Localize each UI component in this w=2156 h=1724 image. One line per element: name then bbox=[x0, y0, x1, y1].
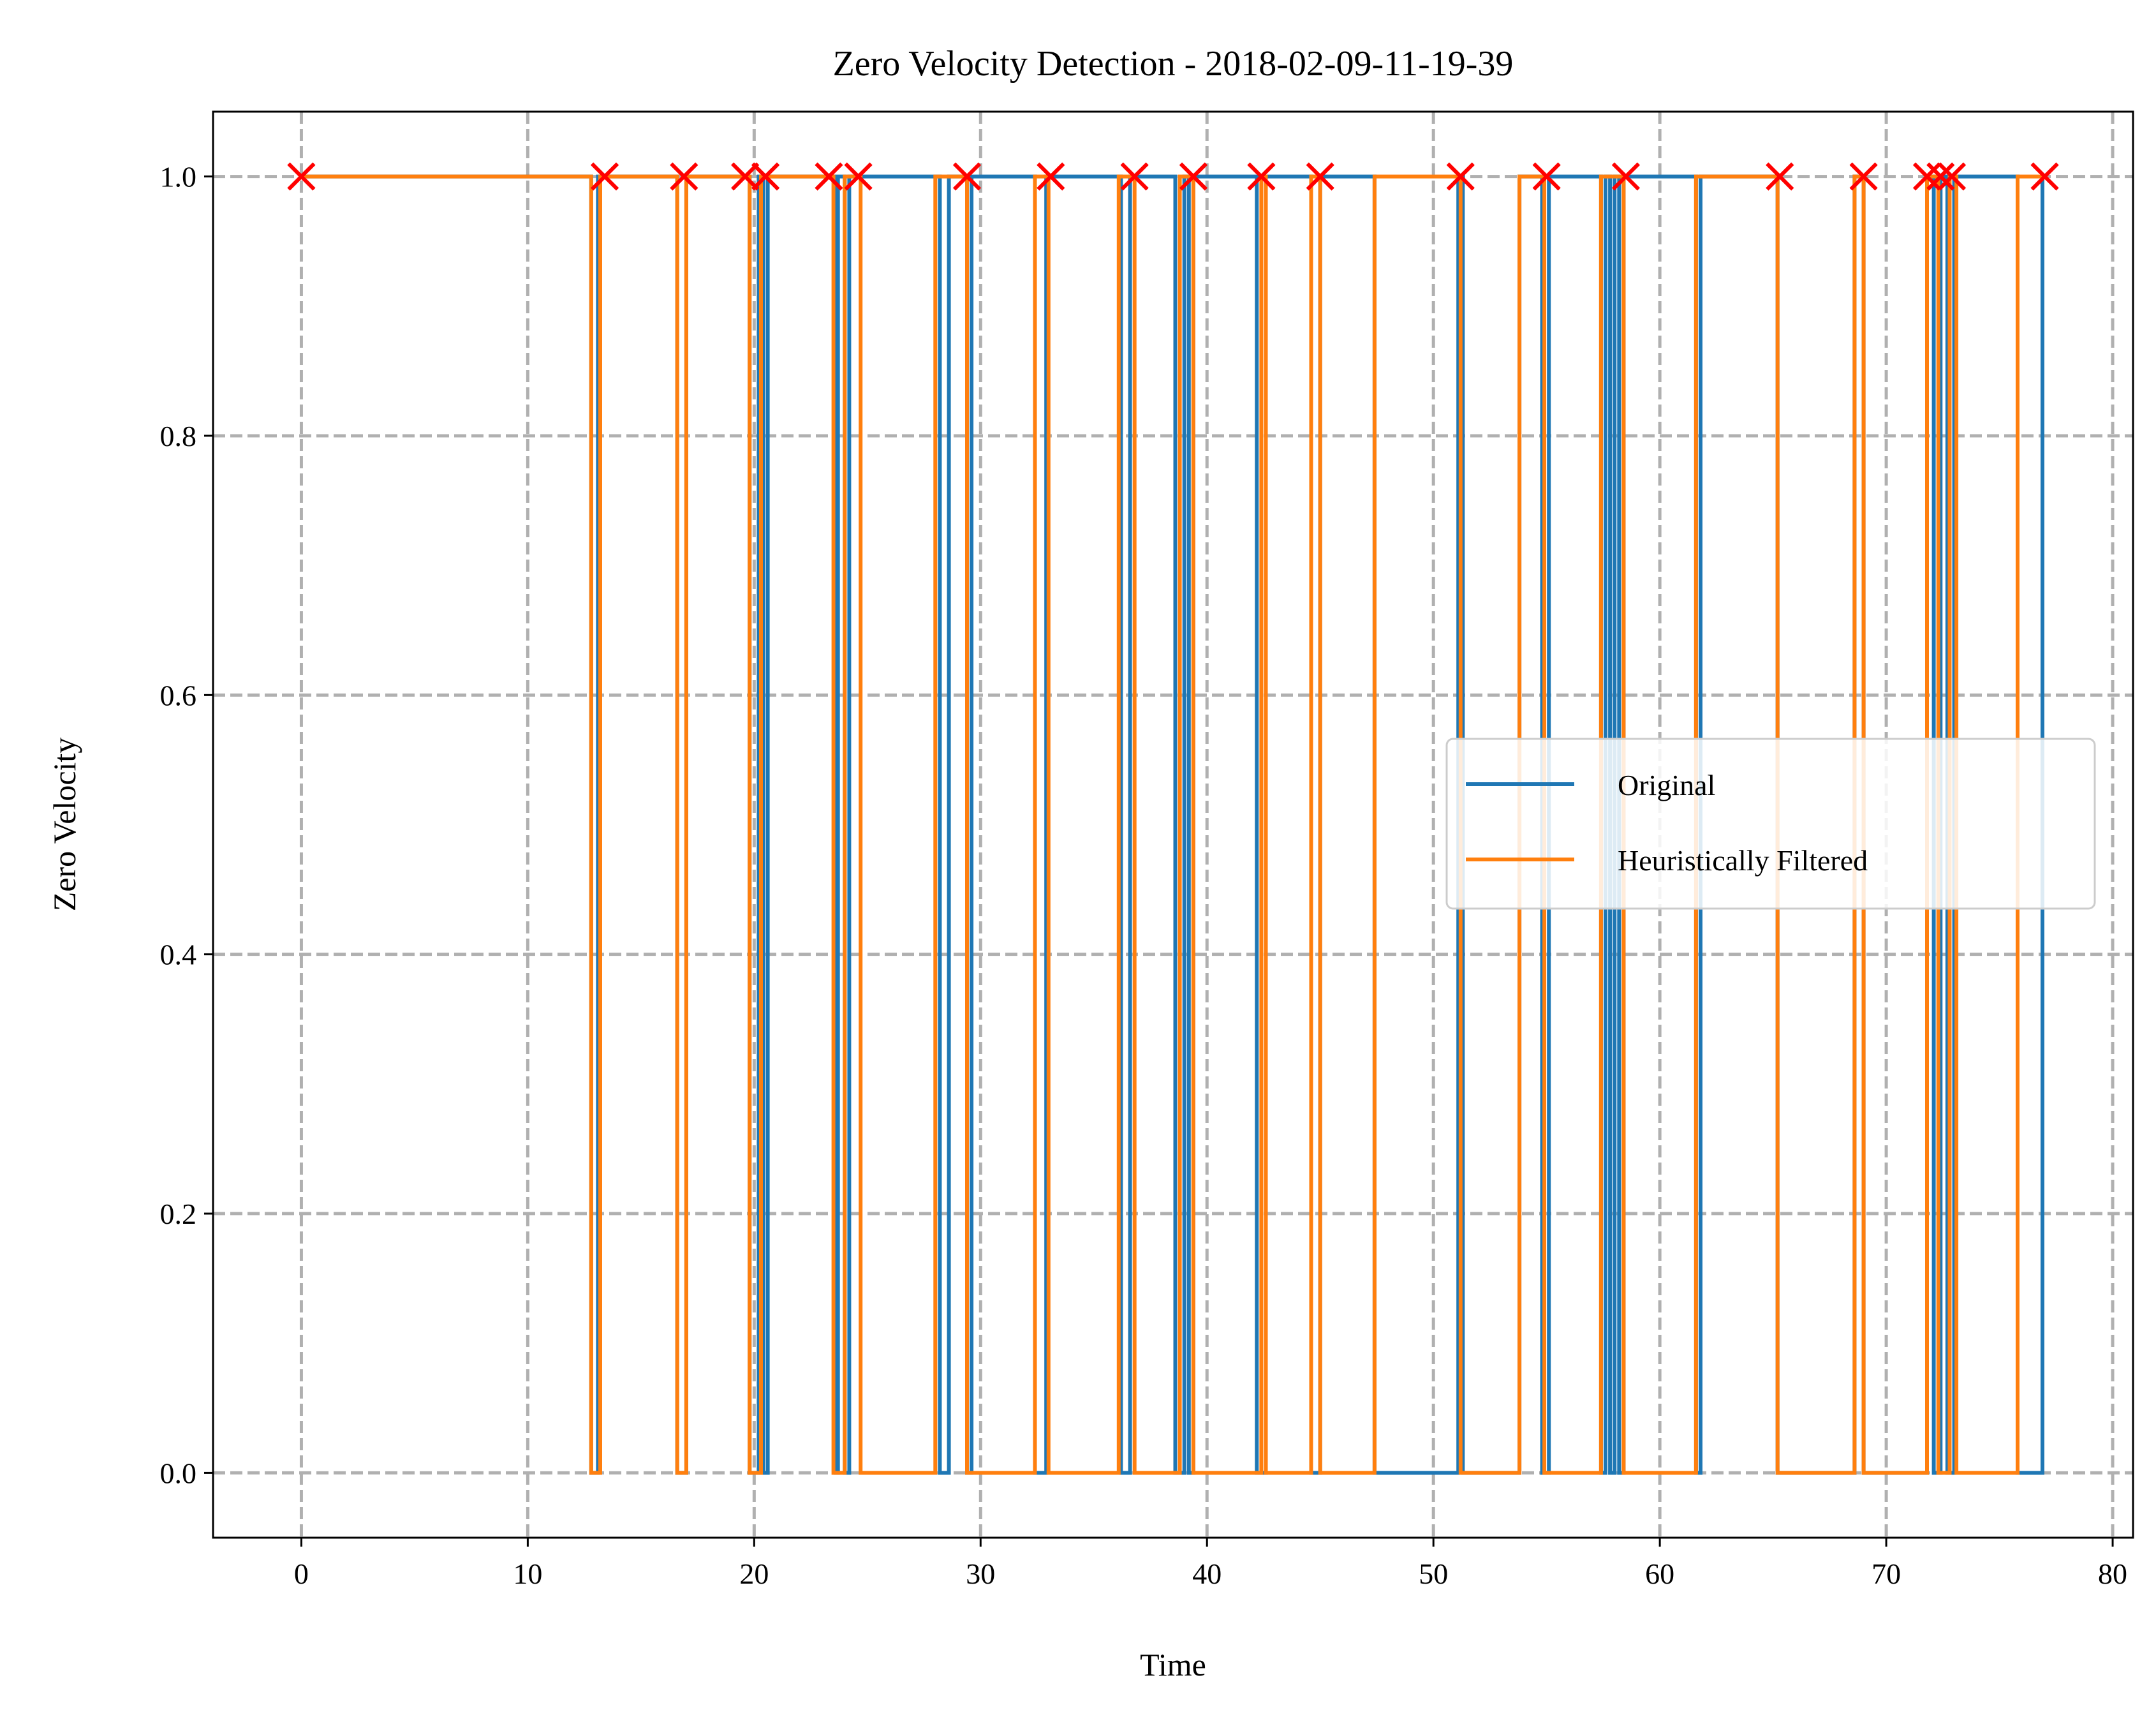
chart-title: Zero Velocity Detection - 2018-02-09-11-… bbox=[833, 44, 1514, 84]
x-marker bbox=[1179, 162, 1208, 191]
x-marker bbox=[590, 162, 619, 191]
y-tick-label: 0.6 bbox=[160, 679, 197, 711]
y-tick-label: 1.0 bbox=[160, 161, 197, 193]
y-tick-label: 0.4 bbox=[160, 939, 197, 971]
x-tick-label: 50 bbox=[1419, 1557, 1448, 1590]
y-axis-label: Zero Velocity bbox=[47, 738, 82, 912]
x-marker bbox=[1611, 162, 1641, 191]
plot-frame bbox=[212, 110, 2134, 1539]
x-marker bbox=[1926, 162, 1955, 191]
x-marker bbox=[1766, 162, 1794, 191]
y-tick-label: 0.2 bbox=[160, 1198, 197, 1230]
x-tick-label: 0 bbox=[294, 1557, 309, 1590]
x-tick-label: 10 bbox=[513, 1557, 542, 1590]
x-marker bbox=[1849, 162, 1878, 191]
x-tick-label: 60 bbox=[1645, 1557, 1674, 1590]
x-marker bbox=[1446, 162, 1475, 191]
legend-label-original: Original bbox=[1618, 769, 1715, 801]
x-marker bbox=[670, 162, 698, 191]
legend-box bbox=[1445, 738, 2096, 910]
y-tick-label: 0.8 bbox=[160, 420, 197, 452]
x-marker bbox=[844, 162, 873, 191]
x-axis: 0 10 20 30 40 50 60 70 80 bbox=[294, 1538, 2127, 1590]
x-marker bbox=[1532, 162, 1561, 191]
x-tick-label: 80 bbox=[2098, 1557, 2127, 1590]
x-marker bbox=[731, 162, 760, 191]
x-marker bbox=[1912, 162, 1942, 191]
x-tick-label: 70 bbox=[1872, 1557, 1901, 1590]
x-marker bbox=[952, 162, 982, 191]
x-marker bbox=[1937, 162, 1967, 191]
x-tick-label: 20 bbox=[739, 1557, 769, 1590]
x-markers bbox=[287, 162, 2059, 191]
x-marker bbox=[287, 162, 316, 191]
x-tick-label: 30 bbox=[966, 1557, 995, 1590]
x-axis-label: Time bbox=[1140, 1647, 1206, 1683]
legend: Original Heuristically Filtered bbox=[1445, 738, 2096, 910]
x-marker bbox=[1306, 162, 1334, 191]
x-marker bbox=[2030, 162, 2059, 191]
x-marker bbox=[1247, 162, 1276, 191]
y-axis: 0.0 0.2 0.4 0.6 0.8 1.0 bbox=[160, 161, 213, 1489]
x-tick-label: 40 bbox=[1192, 1557, 1222, 1590]
x-marker bbox=[1120, 162, 1149, 191]
legend-label-heuristically-filtered: Heuristically Filtered bbox=[1618, 844, 1868, 877]
x-marker bbox=[1037, 162, 1065, 191]
y-tick-label: 0.0 bbox=[160, 1457, 197, 1489]
x-marker bbox=[815, 162, 843, 191]
x-marker bbox=[751, 162, 780, 191]
